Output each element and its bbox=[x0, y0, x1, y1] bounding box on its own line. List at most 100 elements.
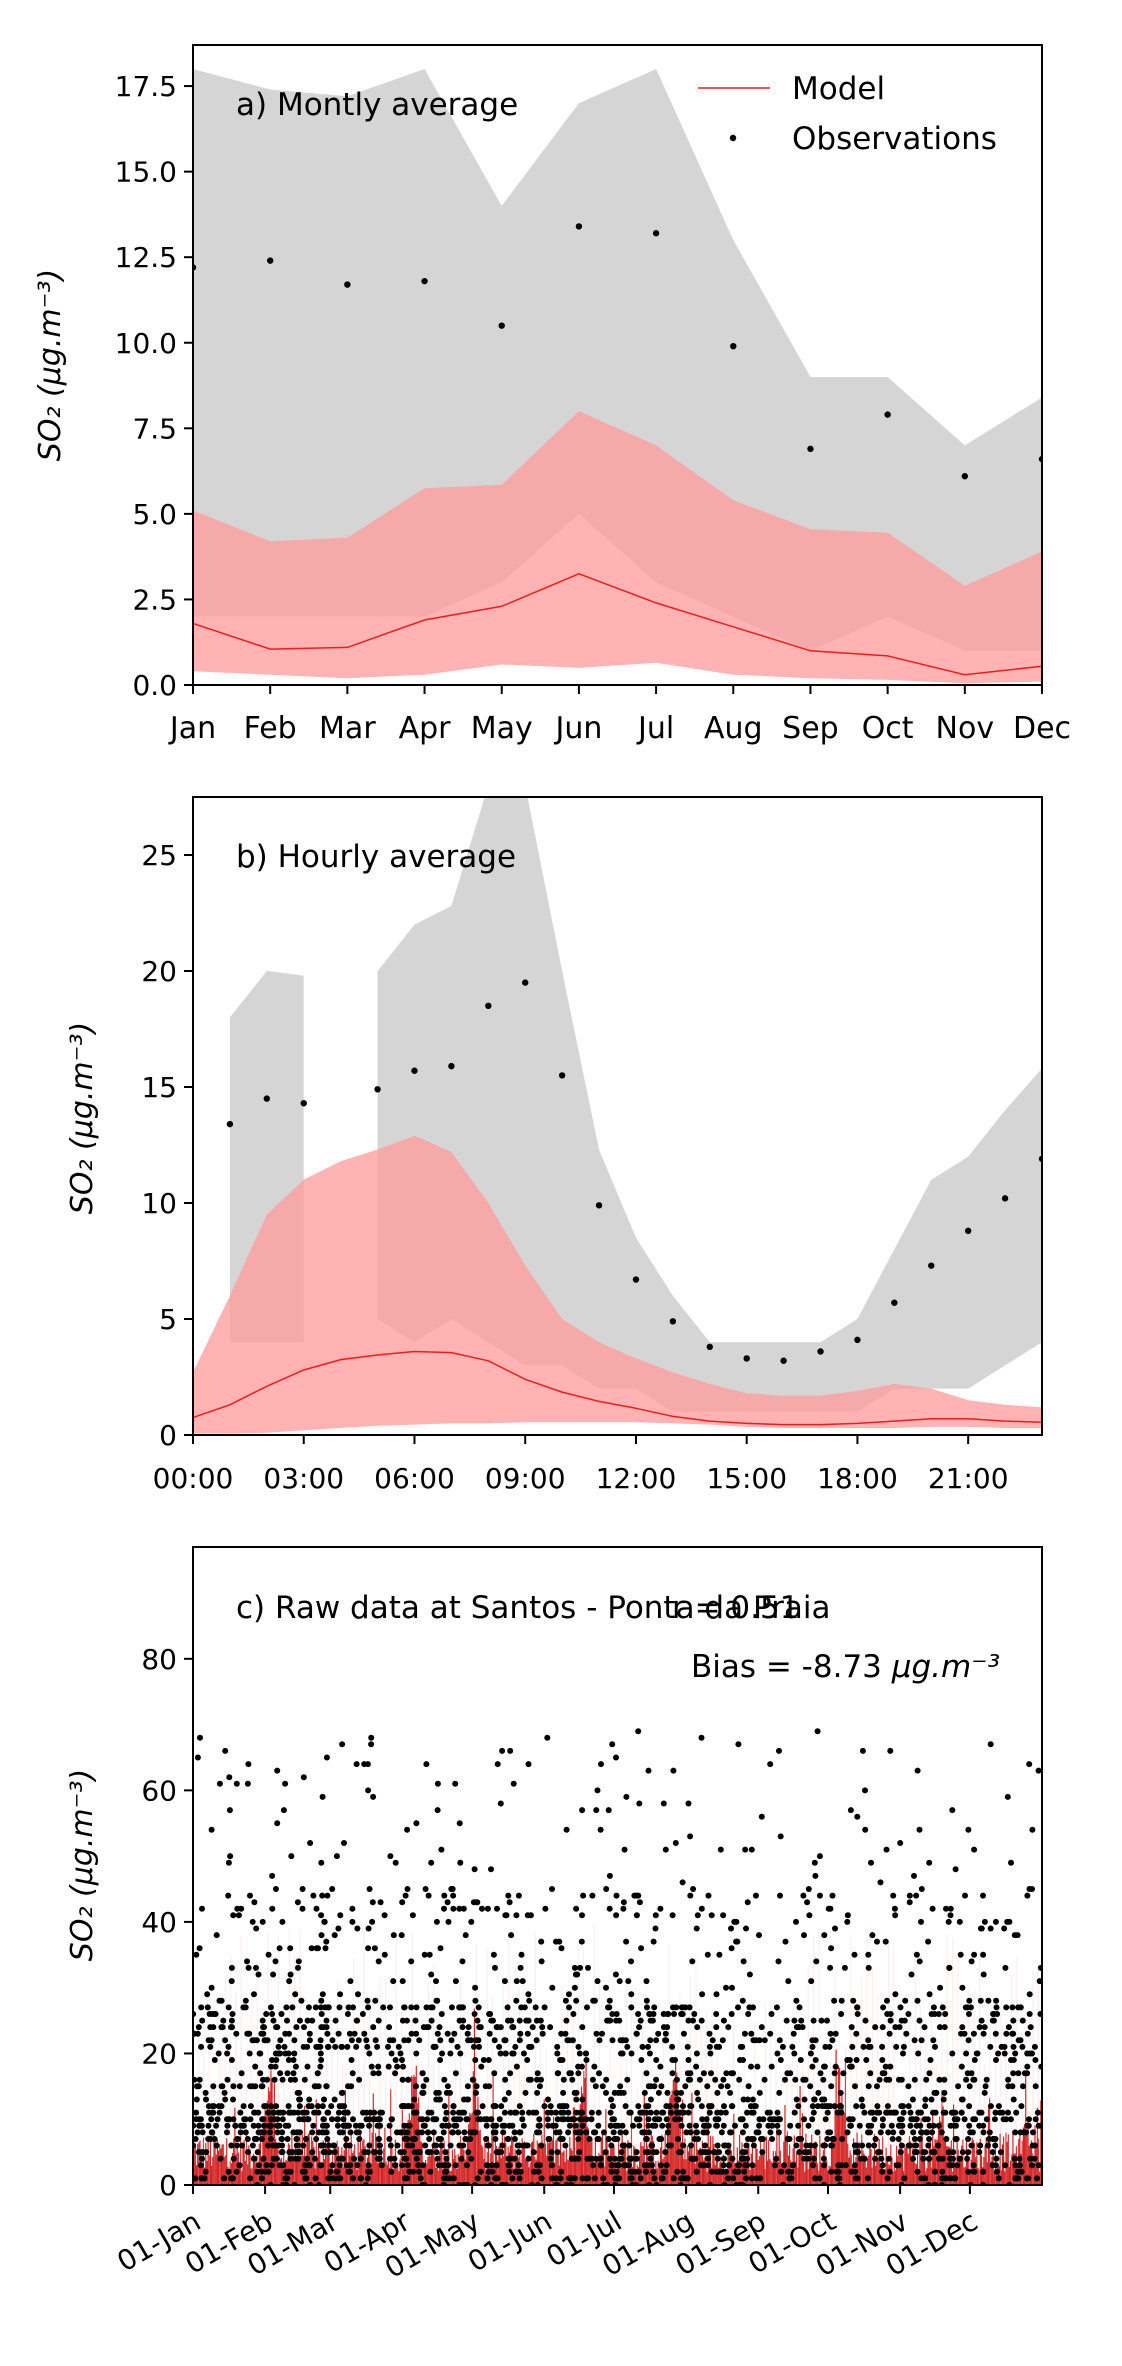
raw-observation-point bbox=[697, 2149, 704, 2156]
raw-observation-point bbox=[492, 2103, 499, 2110]
raw-observation-point bbox=[267, 2004, 274, 2011]
raw-observation-point bbox=[254, 2149, 261, 2156]
raw-observation-point bbox=[676, 2149, 683, 2156]
raw-observation-point bbox=[721, 2155, 727, 2162]
raw-observation-point bbox=[267, 2122, 274, 2129]
raw-observation-point bbox=[426, 1951, 433, 1958]
raw-observation-point bbox=[788, 2175, 795, 2182]
raw-observation-point bbox=[947, 2175, 954, 2182]
raw-observation-point bbox=[707, 2050, 714, 2057]
raw-observation-point bbox=[842, 2162, 849, 2169]
raw-observation-point bbox=[917, 2122, 924, 2129]
raw-observation-point bbox=[606, 1997, 613, 2004]
raw-observation-point bbox=[270, 2109, 277, 2116]
raw-observation-point bbox=[693, 2063, 700, 2070]
raw-observation-point bbox=[783, 2017, 790, 2024]
raw-observation-point bbox=[442, 2149, 449, 2156]
raw-observation-point bbox=[493, 2122, 500, 2129]
raw-observation-point bbox=[1026, 2011, 1033, 2017]
raw-observation-point bbox=[415, 2162, 422, 2169]
raw-observation-point bbox=[740, 2096, 747, 2103]
raw-observation-point bbox=[545, 2122, 552, 2129]
raw-observation-point bbox=[283, 2004, 290, 2011]
raw-observation-point bbox=[883, 1846, 890, 1853]
raw-observation-point bbox=[930, 2004, 937, 2011]
raw-observation-point bbox=[250, 2122, 257, 2129]
raw-observation-point bbox=[626, 2142, 633, 2149]
raw-observation-point bbox=[294, 1899, 301, 1906]
raw-observation-point bbox=[993, 2057, 999, 2063]
raw-observation-point bbox=[452, 1978, 459, 1985]
raw-observation-point bbox=[992, 2142, 999, 2149]
raw-observation-point bbox=[916, 1826, 923, 1833]
raw-observation-point bbox=[350, 2116, 356, 2123]
panel-c-ytick-label: 60 bbox=[141, 1774, 177, 1807]
raw-observation-point bbox=[678, 2089, 685, 2096]
raw-observation-point bbox=[421, 2122, 428, 2129]
raw-observation-point bbox=[323, 2017, 330, 2024]
raw-observation-point bbox=[574, 2129, 581, 2136]
raw-observation-point bbox=[339, 1741, 346, 1748]
raw-observation-point bbox=[331, 2096, 338, 2103]
raw-observation-point bbox=[752, 1892, 759, 1899]
raw-observation-point bbox=[236, 2083, 243, 2090]
raw-observation-point bbox=[911, 2136, 918, 2142]
raw-observation-point bbox=[821, 1932, 828, 1939]
raw-observation-point bbox=[259, 1918, 266, 1925]
raw-observation-point bbox=[688, 2155, 695, 2162]
panel-a-axes: Jan Feb Mar Apr May Jun Jul Aug Sep Oct Nov Dec0.02… bbox=[115, 70, 1071, 746]
raw-observation-point bbox=[701, 2122, 707, 2129]
raw-observation-point bbox=[1010, 2017, 1017, 2024]
raw-observation-point bbox=[501, 2109, 508, 2116]
raw-observation-point bbox=[532, 2004, 539, 2011]
raw-observation-point bbox=[729, 2155, 736, 2162]
raw-observation-point bbox=[278, 2136, 285, 2142]
panel-b-ytick-label: 15 bbox=[141, 1071, 177, 1104]
legend-observations-marker bbox=[729, 134, 737, 142]
raw-observation-point bbox=[856, 2122, 863, 2129]
raw-observation-point bbox=[821, 2096, 828, 2103]
raw-observation-point bbox=[549, 2122, 556, 2129]
raw-observation-point bbox=[320, 2116, 327, 2123]
raw-observation-point bbox=[553, 1938, 559, 1945]
raw-observation-point bbox=[706, 2109, 713, 2116]
raw-observation-point bbox=[854, 2175, 861, 2182]
raw-observation-point bbox=[318, 2011, 325, 2017]
raw-observation-point bbox=[318, 1932, 325, 1939]
raw-observation-point bbox=[513, 1978, 520, 1985]
panel-a-xtick-label: Feb bbox=[244, 711, 297, 746]
raw-observation-point bbox=[826, 2043, 833, 2050]
raw-observation-point bbox=[885, 2129, 892, 2136]
raw-observation-point bbox=[323, 2129, 330, 2136]
raw-observation-point bbox=[477, 2024, 484, 2031]
raw-observation-point bbox=[342, 2109, 349, 2116]
raw-observation-point bbox=[261, 2024, 267, 2031]
raw-observation-point bbox=[473, 2089, 479, 2096]
panel-a-ytick-label: 5.0 bbox=[132, 498, 177, 531]
raw-observation-point bbox=[511, 2136, 518, 2142]
raw-observation-point bbox=[1000, 2116, 1007, 2123]
raw-observation-point bbox=[673, 2103, 680, 2110]
raw-observation-point bbox=[755, 2129, 762, 2136]
raw-observation-point bbox=[471, 2043, 477, 2050]
raw-observation-point bbox=[646, 2050, 653, 2057]
raw-observation-point bbox=[613, 1912, 620, 1919]
raw-observation-point bbox=[987, 1925, 994, 1932]
raw-observation-point bbox=[498, 2149, 505, 2156]
raw-observation-point bbox=[711, 2149, 718, 2156]
raw-observation-point bbox=[405, 2076, 412, 2083]
raw-observation-point bbox=[366, 2050, 373, 2057]
raw-observation-point bbox=[401, 2037, 408, 2044]
raw-observation-point bbox=[879, 2024, 886, 2031]
raw-observation-point bbox=[682, 2083, 689, 2090]
raw-observation-point bbox=[365, 1945, 372, 1952]
raw-observation-point bbox=[933, 2089, 940, 2096]
raw-observation-point bbox=[943, 2136, 950, 2142]
raw-observation-point bbox=[941, 2024, 948, 2031]
raw-observation-point bbox=[829, 2136, 836, 2142]
raw-observation-point bbox=[597, 2155, 604, 2162]
raw-observation-point bbox=[268, 2116, 274, 2123]
raw-observation-point bbox=[644, 2004, 650, 2011]
raw-observation-point bbox=[827, 2030, 834, 2037]
raw-observation-point bbox=[443, 2109, 450, 2116]
